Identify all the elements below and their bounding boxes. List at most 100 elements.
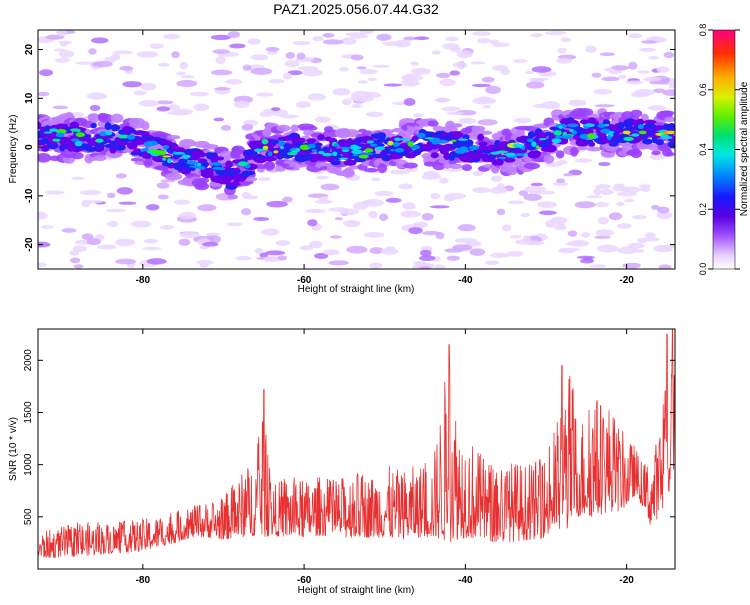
band-hotspot: [490, 151, 501, 155]
noise-blob: [525, 81, 545, 89]
noise-blob: [515, 239, 532, 245]
band-hotspot: [374, 146, 385, 151]
band-hotspot: [512, 143, 525, 148]
noise-blob: [235, 255, 252, 261]
noise-blob: [652, 88, 666, 94]
noise-blob: [469, 248, 486, 256]
noise-blob: [496, 183, 505, 191]
band-hotspot: [352, 154, 359, 157]
y-tick-label: 0: [24, 144, 35, 150]
band-hotspot: [186, 160, 199, 165]
band-hotspot: [95, 138, 104, 143]
noise-blob: [529, 77, 549, 81]
band-hotspot: [410, 144, 421, 150]
band-core: [376, 132, 387, 140]
noise-blob: [419, 249, 432, 257]
noise-blob: [307, 219, 318, 227]
noise-blob: [481, 76, 495, 83]
noise-blob: [465, 240, 482, 247]
noise-blob: [86, 92, 108, 100]
band-core: [330, 160, 341, 166]
band-core: [544, 144, 557, 153]
noise-blob: [600, 188, 614, 195]
noise-blob: [640, 185, 651, 192]
noise-blob: [133, 90, 147, 96]
noise-blob: [178, 238, 191, 246]
band-core: [503, 157, 516, 163]
band-hotspot: [267, 151, 273, 157]
noise-blob: [213, 117, 225, 122]
noise-blob: [596, 244, 619, 253]
top-y-label: Frequency (Hz): [8, 115, 19, 184]
band-halo: [555, 150, 565, 159]
noise-blob: [385, 197, 402, 203]
band-hotspot: [147, 140, 158, 146]
band-hotspot: [291, 150, 299, 153]
band-halo: [427, 120, 439, 127]
band-core: [666, 124, 675, 131]
band-core: [167, 163, 175, 169]
bottom-x-ticks: -80 -60 -40 -20: [136, 329, 634, 586]
x-tick-label: -20: [619, 575, 634, 586]
noise-blob: [509, 235, 522, 239]
band-hotspot: [424, 137, 434, 140]
noise-blob: [38, 262, 47, 268]
band-halo: [140, 121, 150, 131]
band-hotspot: [531, 141, 537, 147]
band-hotspot: [262, 145, 269, 150]
band-core: [270, 139, 280, 145]
noise-blob: [38, 211, 48, 220]
band-hotspot: [162, 157, 167, 161]
bottom-x-label: Height of straight line (km): [298, 585, 415, 596]
noise-blob: [156, 182, 170, 189]
noise-blob: [86, 238, 101, 246]
noise-blob: [295, 101, 311, 109]
noise-blob: [369, 262, 383, 269]
noise-blob: [268, 78, 285, 84]
noise-blob: [637, 70, 650, 74]
band-halo: [231, 145, 245, 154]
noise-blob: [38, 241, 51, 248]
band-halo: [199, 177, 210, 184]
band-hotspot: [162, 155, 171, 158]
noise-blob: [492, 42, 510, 48]
band-halo: [461, 164, 473, 172]
noise-blob: [489, 252, 510, 258]
noise-blob: [163, 33, 180, 40]
noise-blob: [376, 33, 392, 41]
band-hotspot: [287, 152, 298, 156]
band-core: [241, 170, 256, 176]
band-hotspot: [390, 149, 395, 152]
noise-blob: [414, 36, 430, 41]
band-core: [642, 138, 654, 145]
noise-blob: [514, 117, 532, 124]
band-halo: [403, 162, 418, 169]
band-core: [527, 131, 536, 138]
band-hotspot: [514, 152, 525, 157]
band-hotspot: [416, 132, 426, 138]
noise-blob: [167, 104, 180, 111]
noise-blob: [130, 220, 152, 228]
band-hotspot: [188, 165, 201, 168]
y-tick-label: 10: [24, 92, 35, 104]
noise-blob: [75, 61, 95, 65]
noise-blob: [449, 70, 461, 76]
noise-blob: [403, 36, 417, 41]
y-tick-label: 2000: [23, 349, 34, 372]
band-hotspot: [431, 141, 440, 145]
noise-blob: [275, 239, 291, 246]
noise-blob: [156, 106, 171, 112]
colorbar-tick-label: 0.8: [698, 24, 708, 37]
noise-blob: [284, 60, 300, 68]
noise-blob: [442, 43, 460, 50]
noise-blob: [301, 68, 323, 77]
band-hotspot: [340, 146, 350, 150]
band-halo: [343, 167, 354, 178]
noise-blob: [196, 259, 214, 266]
noise-blob: [136, 51, 158, 58]
x-tick-label: -20: [619, 275, 634, 286]
noise-blob: [625, 80, 644, 85]
band-hotspot: [317, 150, 325, 155]
noise-blob: [647, 105, 666, 111]
noise-blob: [439, 78, 457, 87]
